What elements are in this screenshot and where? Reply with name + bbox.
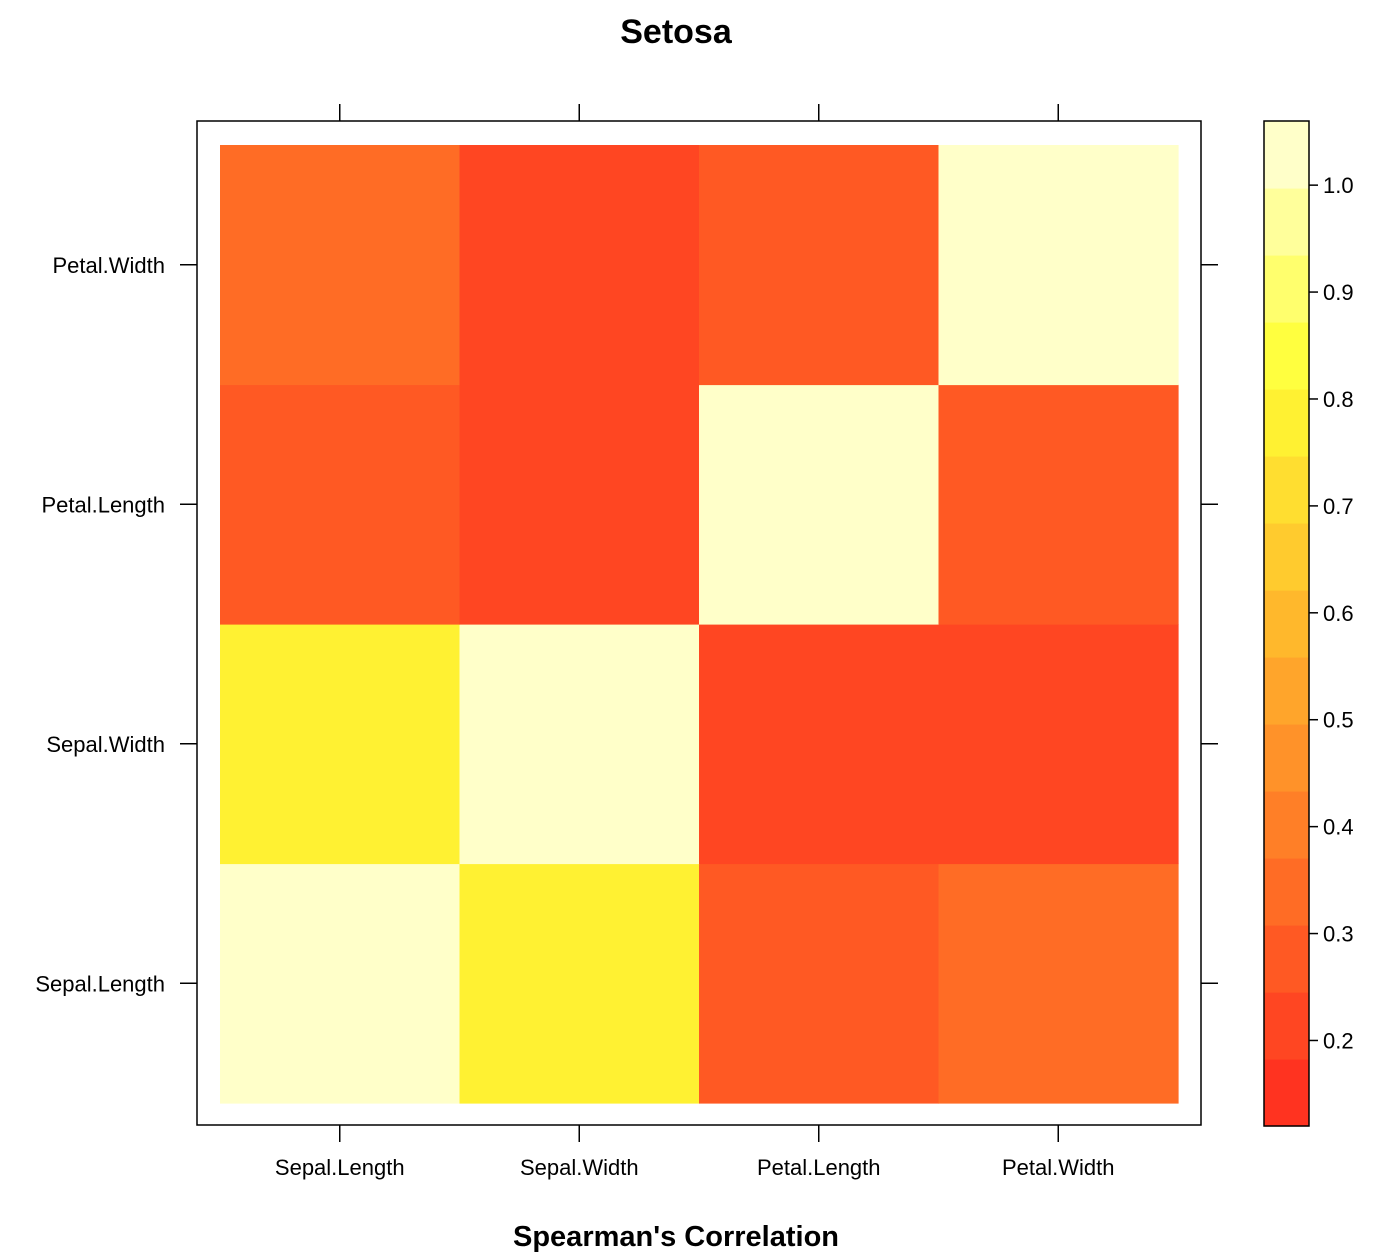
heatmap-cell-sepal-width-sepal-length <box>220 624 461 865</box>
heatmap-cell-petal-length-sepal-length <box>220 384 461 625</box>
colorbar-level <box>1264 188 1309 256</box>
heatmap-cells <box>220 145 1179 1104</box>
heatmap-cell-petal-width-sepal-width <box>459 145 700 386</box>
colorbar-level <box>1264 925 1309 993</box>
colorbar-level <box>1264 657 1309 725</box>
heatmap-cell-sepal-length-sepal-length <box>220 863 461 1104</box>
colorbar-level <box>1264 858 1309 926</box>
heatmap-cell-sepal-width-petal-length <box>699 624 940 865</box>
heatmap-cell-sepal-width-petal-width <box>938 624 1179 865</box>
axis-ticks <box>180 104 1218 1142</box>
colorbar-level <box>1264 1059 1309 1127</box>
colorbar-level <box>1264 992 1309 1060</box>
colorbar-level <box>1264 389 1309 457</box>
colorbar-tick-label: 0.8 <box>1323 387 1354 412</box>
y-axis-tick-labels: Sepal.Length Sepal.Width Petal.Length Petal… <box>35 253 165 997</box>
colorbar-level <box>1264 791 1309 859</box>
colorbar-tick-label: 0.9 <box>1323 280 1354 305</box>
heatmap-cell-petal-length-petal-width <box>938 384 1179 625</box>
heatmap-cell-petal-length-petal-length <box>699 384 940 625</box>
heatmap-cell-petal-width-petal-length <box>699 145 940 386</box>
x-axis-tick-labels: Sepal.Length Sepal.Width Petal.Length Petal… <box>275 1155 1115 1180</box>
heatmap-cell-petal-length-sepal-width <box>459 384 700 625</box>
colorbar-tick-label: 0.6 <box>1323 601 1354 626</box>
y-tick-label: Sepal.Width <box>46 732 165 757</box>
colorbar-tick-label: 1.0 <box>1323 173 1354 198</box>
plot-frame <box>196 120 1202 1126</box>
colorbar-level <box>1264 523 1309 591</box>
colorbar-level <box>1264 590 1309 658</box>
heatmap-cell-sepal-length-petal-length <box>699 863 940 1104</box>
colorbar-frame <box>1263 120 1310 1127</box>
x-tick-label: Sepal.Width <box>520 1155 639 1180</box>
colorbar-level <box>1264 322 1309 390</box>
heatmap-cell-petal-width-petal-width <box>938 145 1179 386</box>
colorbar-tick-label: 0.7 <box>1323 494 1354 519</box>
x-tick-label: Petal.Width <box>1002 1155 1115 1180</box>
colorbar-tick-label: 0.5 <box>1323 708 1354 733</box>
colorbar-tick-label: 0.3 <box>1323 922 1354 947</box>
y-tick-label: Sepal.Length <box>35 971 165 996</box>
heatmap-cell-sepal-length-petal-width <box>938 863 1179 1104</box>
colorbar-level <box>1264 255 1309 323</box>
colorbar: 0.2 0.3 0.4 0.5 0.6 0.7 0.8 0.9 1.0 <box>1263 120 1354 1127</box>
heatmap-cell-sepal-width-sepal-width <box>459 624 700 865</box>
heatmap-cell-petal-width-sepal-length <box>220 145 461 386</box>
heatmap-cell-sepal-length-sepal-width <box>459 863 700 1104</box>
x-axis-label: Spearman's Correlation <box>513 1221 839 1253</box>
x-tick-label: Petal.Length <box>757 1155 881 1180</box>
colorbar-level <box>1264 456 1309 524</box>
colorbar-level <box>1264 724 1309 792</box>
x-tick-label: Sepal.Length <box>275 1155 405 1180</box>
y-tick-label: Petal.Length <box>41 492 165 517</box>
y-tick-label: Petal.Width <box>53 253 166 278</box>
colorbar-tick-label: 0.2 <box>1323 1028 1354 1053</box>
colorbar-level <box>1264 121 1309 189</box>
chart-title: Setosa <box>620 13 733 51</box>
colorbar-tick-label: 0.4 <box>1323 815 1354 840</box>
